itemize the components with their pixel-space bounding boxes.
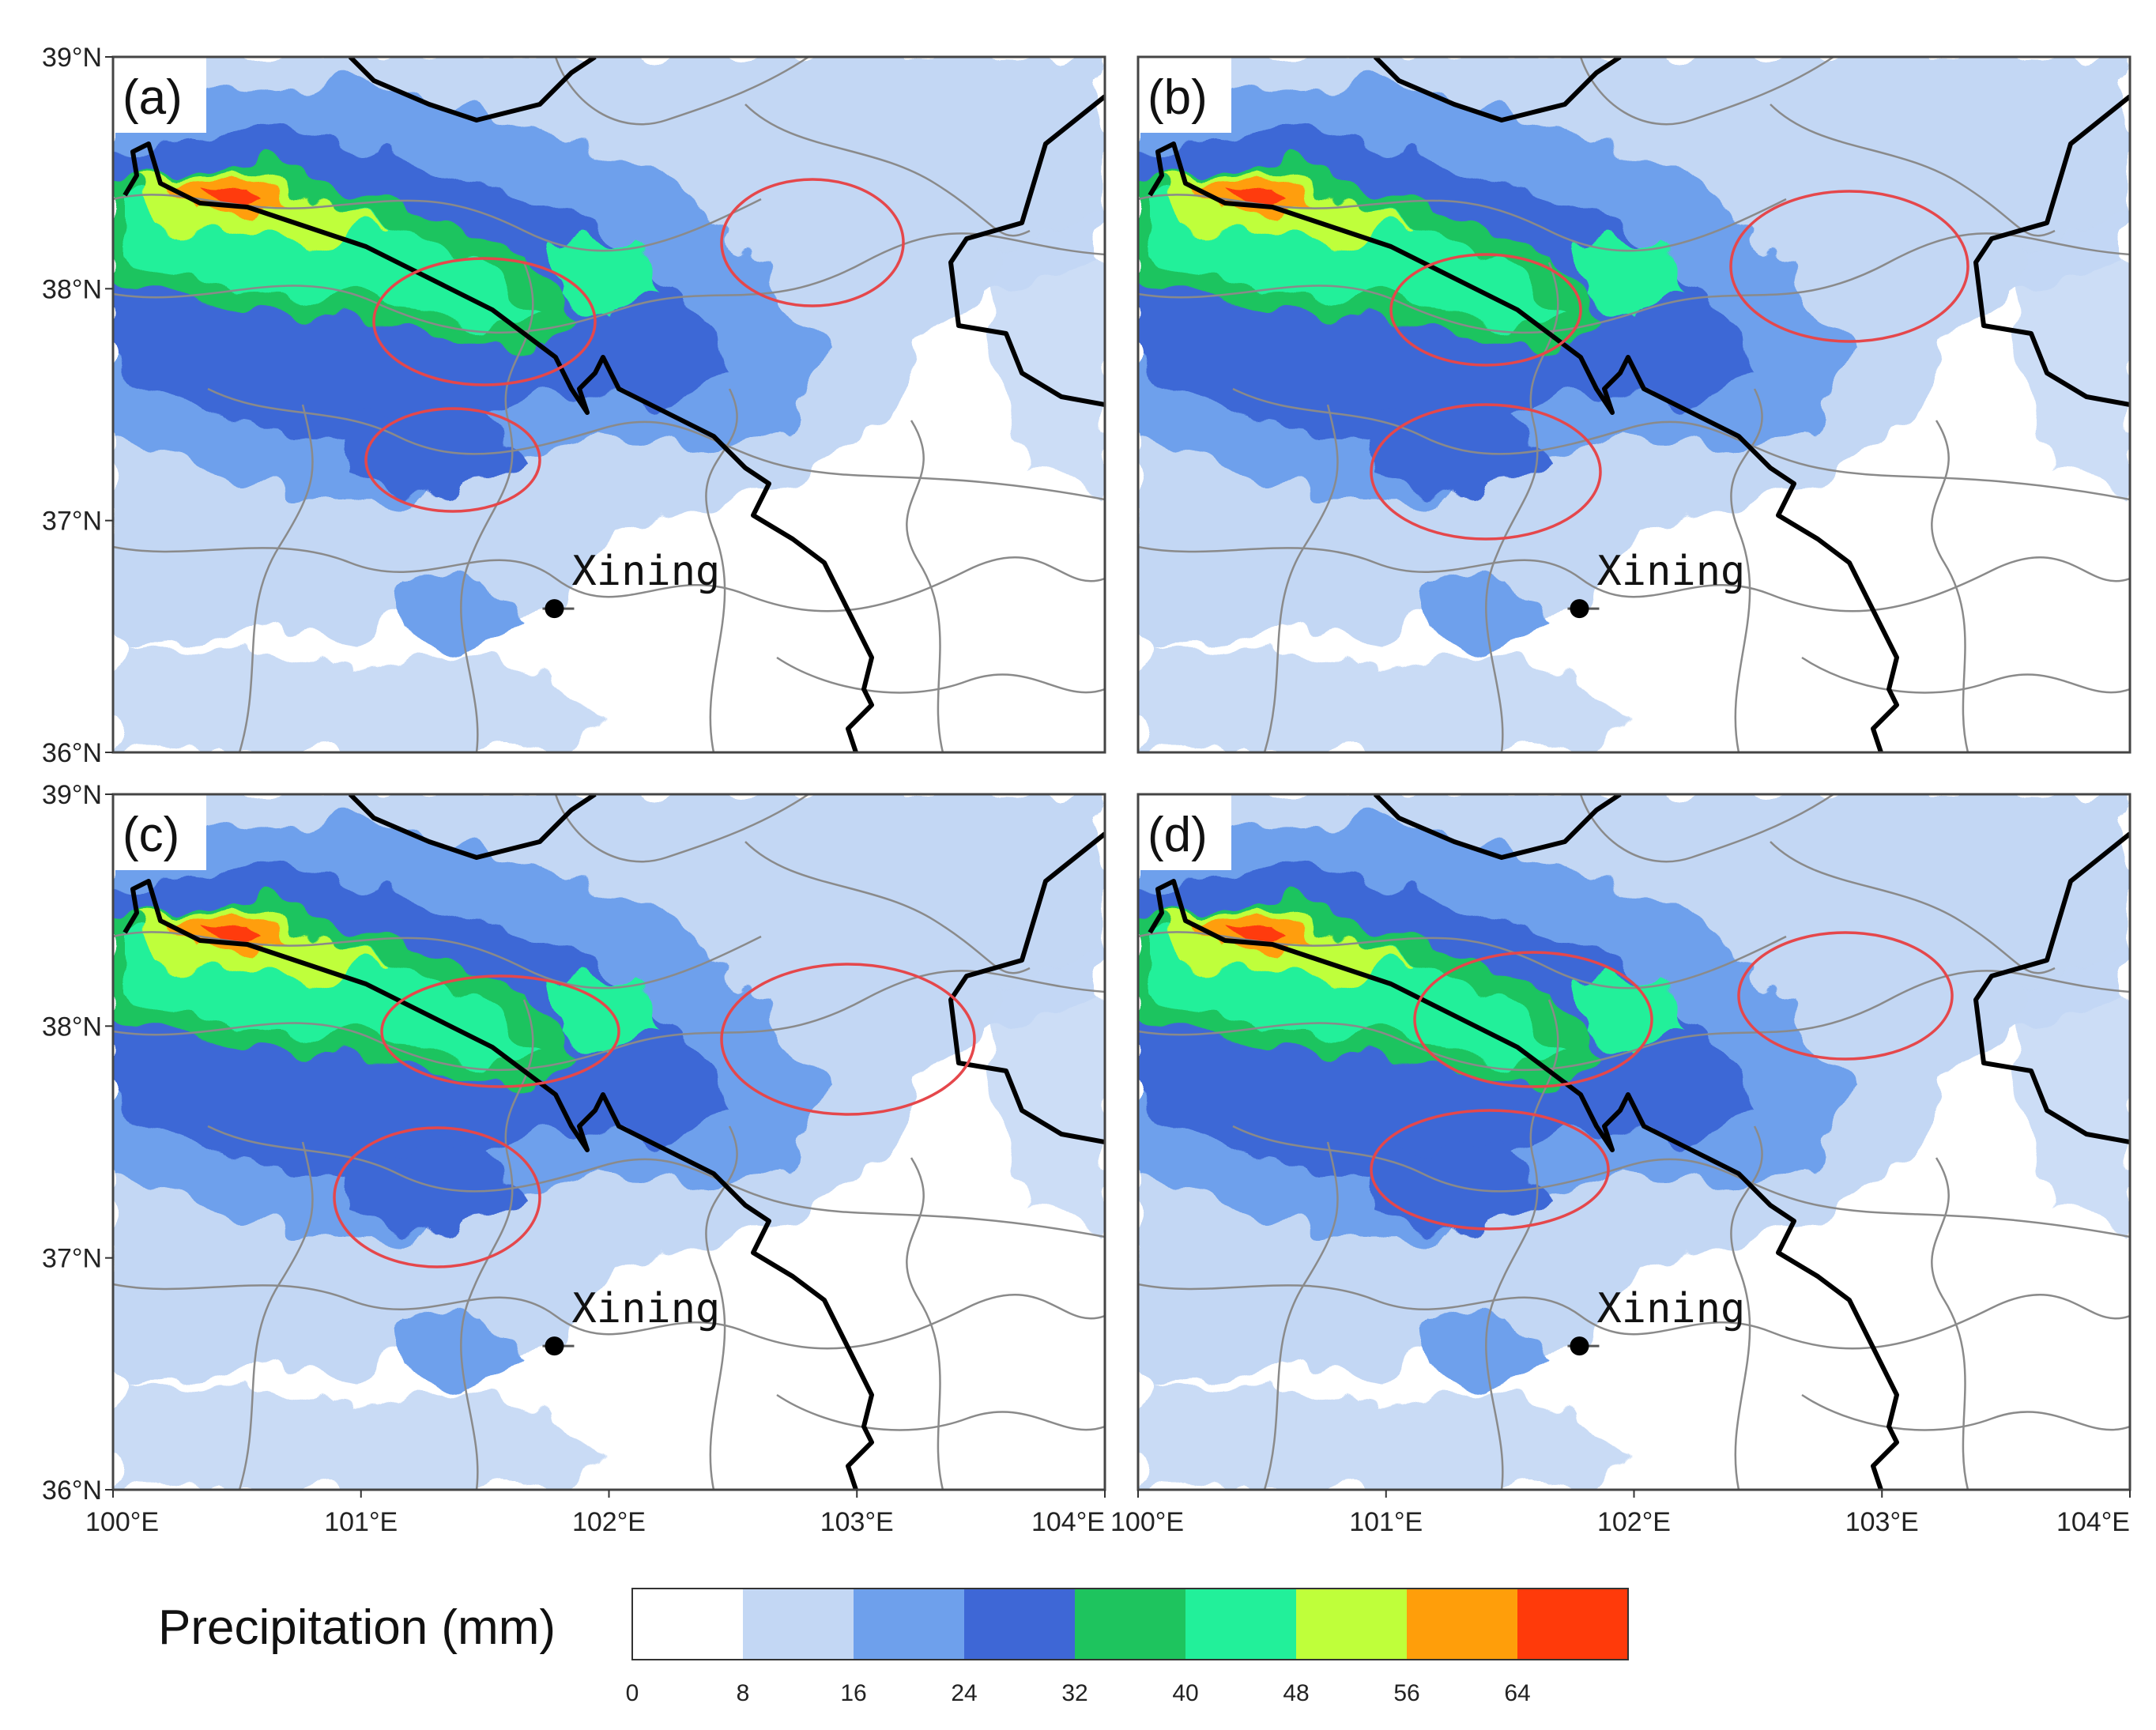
- city-marker: [1570, 1336, 1589, 1356]
- colorbar-tick-label: 48: [1283, 1680, 1309, 1706]
- city-label: Xining: [571, 548, 720, 595]
- highlight-circle-3: [1729, 190, 1969, 343]
- highlight-circle-2: [364, 407, 541, 513]
- highlight-circle-2: [333, 1126, 541, 1268]
- lon-tick-label: 102°E: [572, 1507, 646, 1537]
- lon-tick-label: 100°E: [85, 1507, 159, 1537]
- colorbar-segment: [964, 1589, 1075, 1660]
- panel-label: (d): [1148, 808, 1208, 862]
- colorbar: Precipitation (mm) 0 8 16 24 32 40 48 56 64: [158, 1588, 1629, 1706]
- panel-map-content: [1138, 794, 2130, 1490]
- panel-frame: [111, 55, 1106, 754]
- lon-tick-label: 100°E: [1110, 1507, 1184, 1537]
- panel-label-bg: [1138, 794, 1231, 870]
- colorbar-segment: [854, 1589, 964, 1660]
- highlight-circle-3: [1737, 931, 1954, 1061]
- panel-map-content: [113, 794, 1105, 1490]
- colorbar-frame: [631, 1588, 1629, 1660]
- colorbar-segment: [1185, 1589, 1296, 1660]
- city-marker: [545, 1336, 564, 1356]
- colorbar-tick-label: 64: [1504, 1680, 1530, 1706]
- colorbar-segment: [1407, 1589, 1517, 1660]
- colorbar-tick-label: 24: [951, 1680, 977, 1706]
- county-borders: [1138, 57, 2130, 752]
- colorbar-tick-label: 32: [1061, 1680, 1087, 1706]
- colorbar-tick-label: 16: [840, 1680, 866, 1706]
- panel-label: (b): [1148, 70, 1208, 125]
- city-label: Xining: [1596, 548, 1745, 595]
- colorbar-segment: [632, 1589, 743, 1660]
- highlight-circle-1: [1413, 951, 1653, 1088]
- province-borders: [122, 57, 1105, 752]
- colorbar-tick-label: 40: [1172, 1680, 1198, 1706]
- province-borders: [1148, 794, 2130, 1490]
- lat-tick-label: 36°N: [42, 738, 102, 768]
- colorbar-segment: [1296, 1589, 1407, 1660]
- panel-label-bg: [113, 794, 206, 870]
- colorbar-segment: [1075, 1589, 1185, 1660]
- highlight-circle-2: [1370, 1109, 1610, 1231]
- lat-tick-label: 38°N: [42, 274, 102, 304]
- lon-tick-label: 104°E: [1031, 1507, 1105, 1537]
- colorbar-tick-label: 56: [1393, 1680, 1419, 1706]
- county-borders: [113, 57, 1105, 752]
- highlight-circle-2: [1370, 403, 1602, 541]
- county-borders: [1138, 794, 2130, 1490]
- city-marker: [545, 599, 564, 619]
- highlight-circle-1: [1389, 253, 1582, 367]
- province-borders: [1148, 57, 2130, 752]
- lon-tick-label: 104°E: [2056, 1507, 2130, 1537]
- city-label: Xining: [571, 1285, 720, 1332]
- map-panel-b: Xining (b): [1136, 55, 2132, 754]
- lat-tick-label: 36°N: [42, 1476, 102, 1506]
- panel-map-content: [1138, 57, 2130, 752]
- lat-tick-label: 39°N: [42, 780, 102, 810]
- lon-tick-label: 101°E: [1349, 1507, 1423, 1537]
- colorbar-title: Precipitation (mm): [158, 1600, 556, 1655]
- lat-tick-label: 39°N: [42, 43, 102, 73]
- lat-tick-label: 37°N: [42, 1244, 102, 1274]
- province-borders: [122, 794, 1105, 1490]
- city-label: Xining: [1596, 1285, 1745, 1332]
- map-panel-a: Xining (a) 39°N 38°N 37°N 36°N: [42, 43, 1106, 768]
- county-borders: [113, 794, 1105, 1490]
- lon-tick-label: 102°E: [1597, 1507, 1671, 1537]
- city-marker: [1570, 599, 1589, 619]
- colorbar-tick-label: 0: [626, 1680, 639, 1706]
- highlight-circle-3: [720, 963, 976, 1116]
- highlight-circle-1: [372, 257, 597, 386]
- highlight-circle-1: [380, 974, 620, 1088]
- highlight-circle-3: [720, 178, 905, 307]
- colorbar-tick-label: 8: [737, 1680, 750, 1706]
- panel-label: (a): [122, 70, 183, 125]
- panel-label-bg: [1138, 57, 1231, 133]
- lon-tick-label: 101°E: [324, 1507, 398, 1537]
- lon-tick-label: 103°E: [820, 1507, 894, 1537]
- colorbar-segment: [743, 1589, 854, 1660]
- lat-tick-label: 37°N: [42, 507, 102, 537]
- lon-tick-label: 103°E: [1845, 1507, 1919, 1537]
- panel-label: (c): [122, 808, 179, 862]
- colorbar-segment: [1517, 1589, 1628, 1660]
- panel-map-content: [113, 57, 1105, 752]
- panel-label-bg: [113, 57, 206, 133]
- lat-tick-label: 38°N: [42, 1012, 102, 1042]
- panel-frame: [1136, 55, 2132, 754]
- map-panel-d: Xining (d) 100°E 101°E 102°E 103°E 104°E: [1110, 793, 2132, 1537]
